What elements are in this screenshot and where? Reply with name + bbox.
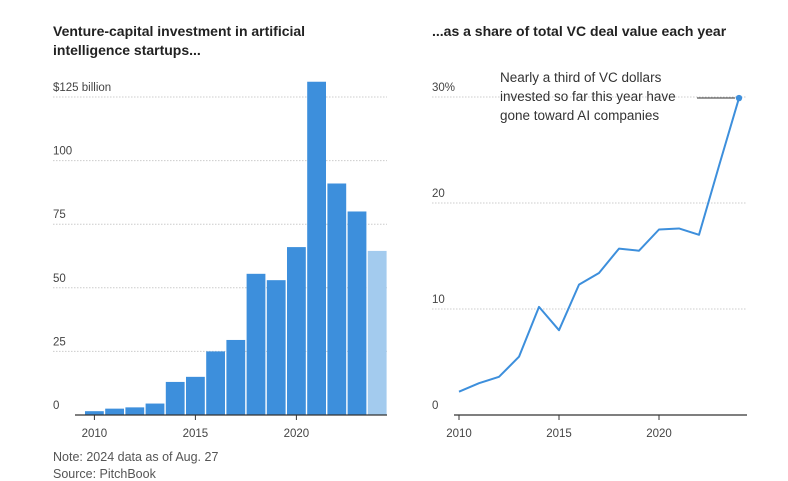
note: Note: 2024 data as of Aug. 27: [53, 450, 219, 464]
left-ytick-label: 25: [53, 336, 66, 348]
left-xtick-label: 2015: [183, 428, 209, 440]
bar-2017: [226, 339, 246, 415]
left-ytick-label: 0: [53, 400, 59, 412]
line-annotation: Nearly a third of VC dollars invested so…: [500, 70, 676, 123]
bar-2015: [186, 376, 205, 415]
bar-2013: [145, 403, 165, 415]
right-ytick-label: 30%: [432, 82, 455, 94]
source: Source: PitchBook: [53, 467, 156, 481]
right-xtick-label: 2020: [646, 428, 672, 440]
bar-2019: [266, 280, 286, 415]
right-xtick-label: 2010: [446, 428, 472, 440]
bar-2016: [206, 351, 225, 415]
left-ytick-label: 50: [53, 273, 66, 285]
bar-2010: [85, 411, 104, 415]
left-ytick-label: 100: [53, 146, 72, 158]
bar-2023: [347, 211, 367, 415]
share-line: [458, 97, 740, 393]
right-ytick-label: 20: [432, 188, 445, 200]
bar-2014: [165, 381, 185, 415]
bar-2021: [307, 81, 326, 416]
left-xtick-label: 2020: [284, 428, 310, 440]
left-ytick-label: 75: [53, 209, 66, 221]
bar-2022: [327, 183, 347, 415]
left-xtick-label: 2010: [82, 428, 108, 440]
right-chart-title: ...as a share of total VC deal value eac…: [432, 23, 727, 39]
bar-2018: [246, 273, 266, 415]
bar-2024: [367, 250, 387, 415]
right-ytick-label: 0: [432, 400, 438, 412]
left-chart-title: Venture-capital investment in artificial…: [53, 23, 306, 58]
endpoint-marker: [735, 94, 743, 102]
bar-2012: [125, 407, 145, 415]
bar-2011: [105, 408, 124, 415]
right-xtick-label: 2015: [546, 428, 572, 440]
bar-2020: [287, 247, 306, 415]
left-ytick-label: $125 billion: [53, 82, 111, 94]
right-ytick-label: 10: [432, 294, 445, 306]
